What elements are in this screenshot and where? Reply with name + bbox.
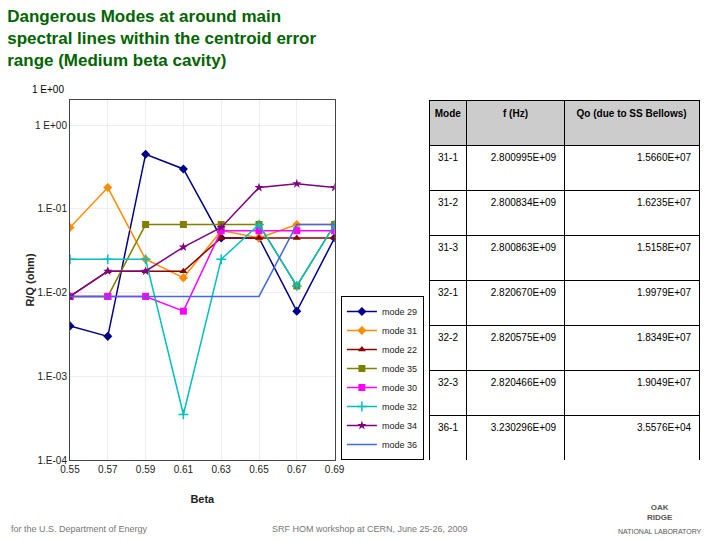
- svg-text:1.E-02: 1.E-02: [38, 287, 68, 298]
- svg-text:1.E-01: 1.E-01: [38, 203, 68, 214]
- svg-text:mode 32: mode 32: [382, 402, 417, 412]
- svg-text:mode 30: mode 30: [382, 383, 417, 393]
- svg-text:mode 31: mode 31: [382, 326, 417, 336]
- svg-text:mode 22: mode 22: [382, 345, 417, 355]
- svg-text:0.65: 0.65: [249, 464, 269, 475]
- svg-text:0.59: 0.59: [136, 464, 156, 475]
- svg-text:1.8349E+07: 1.8349E+07: [637, 332, 692, 343]
- svg-text:36-1: 36-1: [438, 422, 458, 433]
- svg-text:Mode: Mode: [435, 108, 462, 119]
- svg-text:2.820670E+09: 2.820670E+09: [491, 287, 557, 298]
- svg-text:Dangerous Modes at around main: Dangerous Modes at around mainspectral l…: [7, 7, 316, 70]
- svg-text:mode 34: mode 34: [382, 421, 417, 431]
- svg-text:1.E-03: 1.E-03: [38, 371, 68, 382]
- svg-text:mode 36: mode 36: [382, 440, 417, 450]
- svg-text:0.55: 0.55: [60, 464, 80, 475]
- svg-text:3.230296E+09: 3.230296E+09: [491, 422, 557, 433]
- svg-text:2.800863E+09: 2.800863E+09: [491, 242, 557, 253]
- svg-text:31-2: 31-2: [438, 197, 458, 208]
- svg-text:1 E+00: 1 E+00: [35, 120, 67, 131]
- svg-text:mode 35: mode 35: [382, 364, 417, 374]
- svg-text:2.800995E+09: 2.800995E+09: [491, 152, 557, 163]
- svg-text:Qo (due to SS Bellows): Qo (due to SS Bellows): [577, 108, 687, 119]
- svg-text:31-1: 31-1: [438, 152, 458, 163]
- svg-text:0.67: 0.67: [287, 464, 307, 475]
- svg-text:1.9979E+07: 1.9979E+07: [637, 287, 692, 298]
- svg-text:Beta: Beta: [190, 493, 215, 505]
- svg-text:1.9049E+07: 1.9049E+07: [637, 377, 692, 388]
- svg-text:1.5158E+07: 1.5158E+07: [637, 242, 692, 253]
- svg-text:1.E-04: 1.E-04: [38, 455, 68, 466]
- svg-text:0.63: 0.63: [211, 464, 231, 475]
- svg-text:0.61: 0.61: [174, 464, 194, 475]
- svg-text:32-2: 32-2: [438, 332, 458, 343]
- svg-text:f (Hz): f (Hz): [503, 108, 528, 119]
- svg-text:2.820466E+09: 2.820466E+09: [491, 377, 557, 388]
- svg-text:32-1: 32-1: [438, 287, 458, 298]
- svg-text:R/Q (ohm): R/Q (ohm): [24, 253, 36, 306]
- svg-text:2.800834E+09: 2.800834E+09: [491, 197, 557, 208]
- svg-text:32-3: 32-3: [438, 377, 458, 388]
- svg-text:31-3: 31-3: [438, 242, 458, 253]
- svg-text:NATIONAL LABORATORY: NATIONAL LABORATORY: [618, 528, 702, 535]
- svg-text:0.57: 0.57: [98, 464, 118, 475]
- svg-text:OAKRIDGE: OAKRIDGE: [647, 503, 673, 522]
- svg-text:1.5660E+07: 1.5660E+07: [637, 152, 692, 163]
- svg-text:mode 29: mode 29: [382, 307, 417, 317]
- svg-text:0.69: 0.69: [325, 464, 345, 475]
- svg-text:3.5576E+04: 3.5576E+04: [637, 422, 692, 433]
- svg-text:2.820575E+09: 2.820575E+09: [491, 332, 557, 343]
- svg-text:1 E+00: 1 E+00: [32, 84, 64, 95]
- svg-text:1.6235E+07: 1.6235E+07: [637, 197, 692, 208]
- svg-text:SRF HOM workshop at CERN, June: SRF HOM workshop at CERN, June 25-26, 20…: [272, 524, 468, 534]
- svg-text:for the U.S. Department of Ene: for the U.S. Department of Energy: [11, 524, 148, 534]
